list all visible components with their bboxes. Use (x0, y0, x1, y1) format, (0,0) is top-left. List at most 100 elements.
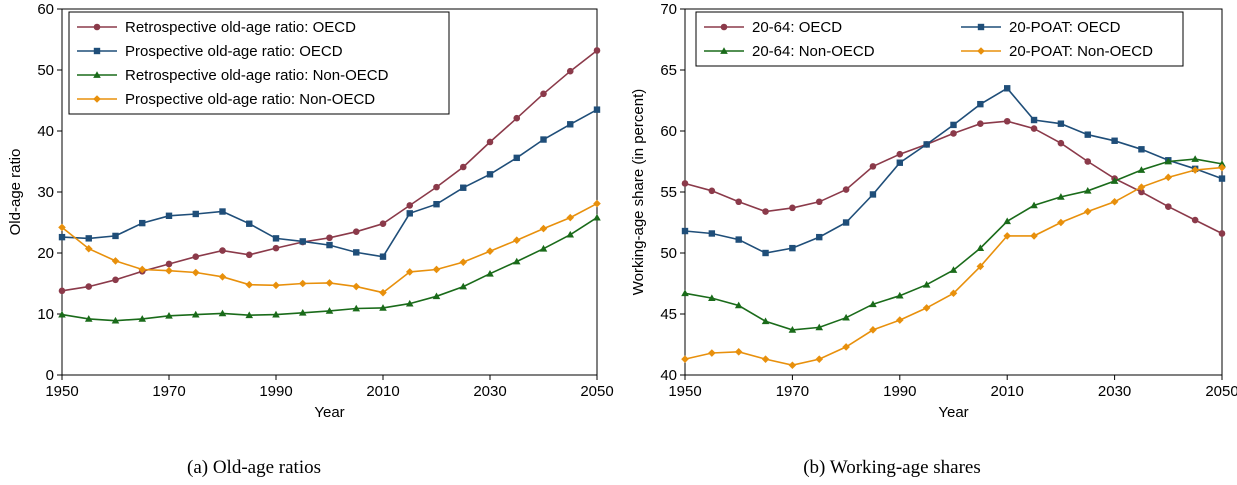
data-point (84, 244, 93, 253)
data-point (593, 199, 601, 208)
data-point (298, 308, 307, 316)
y-tick-label: 55 (660, 184, 677, 201)
series-prospective-old-age-ratio-non-oecd (58, 199, 601, 297)
legend-marker (93, 71, 101, 78)
data-point (245, 311, 254, 319)
legend-label: Retrospective old-age ratio: Non-OECD (125, 67, 389, 84)
data-point (788, 326, 797, 333)
data-point (1137, 166, 1146, 173)
data-point (869, 326, 877, 334)
data-point (459, 163, 467, 171)
legend-label: 20-POAT: Non-OECD (1009, 43, 1153, 60)
data-point (353, 249, 360, 256)
data-point (815, 355, 824, 363)
legend: 20-64: OECD 20-POAT: OECD 20-64: Non-OECD 2… (695, 11, 1184, 67)
data-point (1218, 160, 1226, 167)
x-tick-label: 1990 (883, 383, 916, 400)
data-point (165, 212, 173, 219)
data-point (191, 310, 200, 318)
data-point (762, 208, 769, 215)
data-point (922, 280, 931, 288)
data-point (112, 276, 119, 284)
data-point (539, 224, 548, 233)
y-tick-label: 10 (37, 306, 54, 323)
data-point (326, 241, 333, 249)
data-point (486, 138, 494, 146)
data-point (112, 232, 119, 240)
data-point (976, 262, 985, 271)
data-point (272, 244, 280, 252)
y-tick-label: 0 (46, 367, 54, 384)
legend-entry-prospective-old-age-ratio-oecd: Prospective old-age ratio: OECD (77, 43, 343, 60)
data-point (1004, 85, 1011, 92)
data-point (433, 183, 440, 191)
data-point (486, 247, 494, 255)
data-point (1164, 157, 1173, 165)
data-point (1110, 197, 1119, 206)
data-point (1083, 207, 1092, 216)
data-point (406, 202, 414, 209)
data-point (165, 260, 173, 268)
data-point (512, 257, 521, 265)
data-point (869, 300, 877, 308)
x-tick-label: 1990 (259, 383, 292, 400)
data-point (219, 247, 226, 254)
data-point (815, 323, 824, 331)
data-point (379, 304, 387, 311)
legend-entry-20-poat-oecd: 20-POAT: OECD (961, 19, 1121, 36)
legend-label: 20-64: Non-OECD (752, 43, 875, 60)
data-point (1084, 158, 1092, 165)
data-point (486, 269, 494, 277)
y-tick-label: 60 (37, 1, 54, 18)
data-point (165, 266, 173, 275)
y-tick-label: 70 (660, 1, 677, 18)
data-point (459, 258, 468, 266)
x-tick-label: 2010 (991, 383, 1024, 400)
data-point (708, 294, 716, 301)
data-point (842, 219, 850, 226)
data-point (1218, 163, 1226, 172)
data-point (246, 220, 253, 227)
data-point (566, 213, 575, 222)
data-point (379, 253, 387, 260)
data-point (1030, 116, 1038, 124)
data-point (869, 191, 877, 198)
data-point (1057, 193, 1065, 200)
data-point (976, 244, 985, 251)
data-point (432, 265, 441, 274)
data-point (513, 154, 520, 162)
data-point (681, 289, 689, 297)
data-point (272, 281, 280, 290)
data-point (1057, 139, 1065, 147)
data-point (539, 244, 548, 252)
data-point (245, 251, 253, 259)
legend-label: Prospective old-age ratio: OECD (125, 43, 343, 60)
data-point (352, 304, 361, 312)
data-point (406, 210, 413, 217)
data-point (869, 163, 877, 170)
series-20-64-non-oecd (681, 155, 1226, 333)
data-point (734, 348, 743, 356)
legend: Retrospective old-age ratio: OECD Prospec… (68, 11, 450, 115)
legend-label: 20-POAT: OECD (1009, 19, 1121, 36)
data-point (1111, 137, 1118, 144)
y-tick-label: 40 (37, 123, 54, 140)
data-point (950, 121, 957, 129)
data-point (842, 343, 850, 351)
y-tick-label: 60 (660, 123, 677, 140)
data-point (789, 204, 796, 212)
data-point (405, 299, 414, 307)
data-point (566, 230, 575, 238)
data-point (1218, 230, 1226, 237)
data-point (1084, 131, 1091, 138)
data-point (708, 349, 716, 357)
data-point (593, 106, 601, 113)
data-point (1003, 117, 1011, 125)
series-20-64-oecd (681, 117, 1226, 237)
data-point (58, 287, 66, 295)
legend-label: Retrospective old-age ratio: OECD (125, 19, 356, 36)
data-point (459, 282, 468, 290)
data-point (1003, 217, 1011, 225)
data-point (1057, 218, 1065, 227)
